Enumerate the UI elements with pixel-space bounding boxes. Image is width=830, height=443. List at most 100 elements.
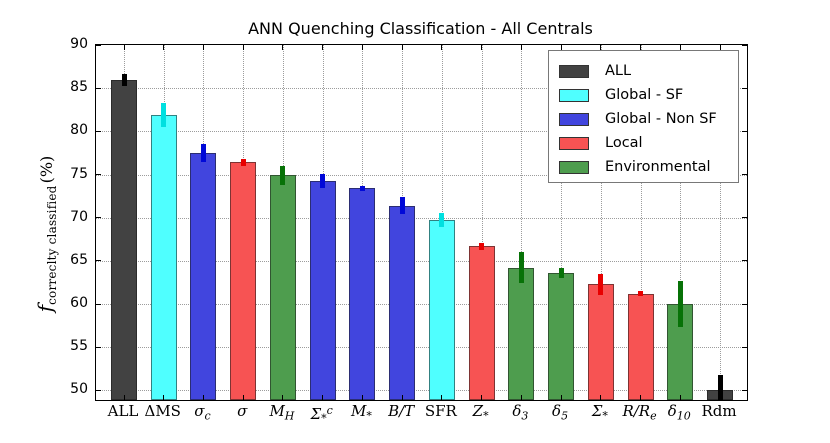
y-tick-mark bbox=[742, 303, 747, 305]
x-gridline bbox=[640, 45, 642, 400]
y-tick-mark bbox=[96, 44, 101, 46]
error-bar bbox=[280, 165, 286, 185]
x-tick-label: δ10 bbox=[667, 402, 691, 423]
x-tick-mark bbox=[123, 45, 125, 50]
x-tick-label: σ bbox=[237, 402, 248, 420]
x-tick-mark bbox=[401, 395, 403, 400]
legend-item: ALL bbox=[559, 59, 738, 83]
error-bar bbox=[399, 197, 405, 215]
y-gridline bbox=[96, 390, 747, 392]
x-tick-mark bbox=[481, 45, 483, 50]
x-tick-mark bbox=[361, 395, 363, 400]
y-tick-mark bbox=[96, 87, 101, 89]
y-tick-mark bbox=[742, 87, 747, 89]
x-tick-mark bbox=[481, 395, 483, 400]
x-gridline bbox=[561, 45, 563, 400]
x-tick-mark bbox=[163, 45, 165, 50]
x-gridline bbox=[720, 45, 721, 400]
y-gridline bbox=[96, 217, 747, 219]
x-tick-mark bbox=[242, 395, 244, 400]
bar-Z bbox=[468, 246, 495, 400]
chart-title: ANN Quenching Classification - All Centr… bbox=[248, 19, 593, 38]
y-tick-label: 80 bbox=[70, 122, 88, 139]
x-tick-label: Z* bbox=[472, 402, 489, 423]
bar-MH bbox=[269, 175, 296, 400]
bar-ALL bbox=[111, 79, 137, 400]
y-tick-mark bbox=[96, 303, 101, 305]
error-bar bbox=[479, 242, 485, 250]
y-tick-mark bbox=[742, 346, 747, 348]
x-tick-mark bbox=[441, 395, 443, 400]
y-tick-label: 50 bbox=[70, 381, 88, 398]
error-bar bbox=[677, 280, 683, 328]
y-tick-mark bbox=[96, 346, 101, 348]
x-tick-mark bbox=[401, 45, 403, 50]
x-tick-label: Σ* bbox=[591, 402, 608, 423]
x-tick-mark bbox=[600, 45, 602, 50]
y-tick-mark bbox=[742, 44, 747, 46]
y-gridline bbox=[96, 347, 747, 349]
y-tick-mark bbox=[96, 130, 101, 132]
y-tick-mark bbox=[742, 130, 747, 132]
x-tick-label: Rdm bbox=[701, 402, 737, 420]
legend-label: Global - Non SF bbox=[605, 111, 717, 127]
x-tick-mark bbox=[520, 395, 522, 400]
x-gridline bbox=[600, 45, 602, 400]
x-tick-label: M* bbox=[350, 402, 372, 423]
x-tick-mark bbox=[600, 395, 602, 400]
y-tick-mark bbox=[96, 389, 101, 391]
error-bar bbox=[598, 273, 604, 295]
y-tick-mark bbox=[742, 217, 747, 219]
bar-SFR bbox=[428, 220, 455, 400]
x-tick-mark bbox=[719, 395, 721, 400]
x-tick-label: Σ*c bbox=[310, 404, 333, 426]
error-bar bbox=[558, 267, 564, 279]
x-tick-label: δ3 bbox=[512, 402, 529, 423]
error-bar bbox=[200, 144, 206, 162]
y-tick-label: 55 bbox=[70, 338, 88, 355]
x-tick-label: SFR bbox=[424, 402, 457, 420]
x-tick-label: σc bbox=[194, 402, 211, 423]
legend-label: Local bbox=[605, 135, 643, 151]
x-tick-mark bbox=[441, 45, 443, 50]
bar-c bbox=[309, 180, 336, 400]
y-tick-label: 85 bbox=[70, 79, 88, 96]
y-tick-label: 60 bbox=[70, 295, 88, 312]
y-tick-mark bbox=[742, 389, 747, 391]
legend-item: Global - Non SF bbox=[559, 107, 738, 131]
y-tick-mark bbox=[742, 260, 747, 262]
error-bar bbox=[717, 374, 723, 400]
x-tick-mark bbox=[679, 45, 681, 50]
x-tick-label: ALL bbox=[107, 402, 139, 420]
y-tick-label: 75 bbox=[70, 165, 88, 182]
legend-swatch bbox=[559, 136, 589, 150]
bar-MS bbox=[150, 114, 177, 400]
bar- bbox=[230, 162, 257, 400]
bar-3 bbox=[508, 267, 535, 400]
x-gridline bbox=[481, 45, 483, 400]
error-bar bbox=[161, 102, 167, 128]
x-tick-mark bbox=[560, 395, 562, 400]
x-tick-label: R/Re bbox=[622, 402, 657, 423]
legend-swatch bbox=[559, 64, 589, 78]
legend-label: ALL bbox=[605, 63, 632, 79]
x-tick-mark bbox=[520, 45, 522, 50]
x-tick-mark bbox=[322, 395, 324, 400]
legend-swatch bbox=[559, 88, 589, 102]
x-tick-mark bbox=[202, 45, 204, 50]
y-tick-mark bbox=[96, 174, 101, 176]
x-tick-label: δ5 bbox=[552, 402, 569, 423]
bar-c bbox=[190, 152, 217, 400]
x-tick-mark bbox=[560, 45, 562, 50]
x-tick-mark bbox=[679, 395, 681, 400]
y-tick-mark bbox=[742, 174, 747, 176]
x-tick-label: MH bbox=[269, 402, 295, 423]
x-tick-mark bbox=[242, 45, 244, 50]
bar-RRe bbox=[627, 293, 654, 400]
x-tick-mark bbox=[719, 45, 721, 50]
x-tick-label: ΔMS bbox=[144, 402, 181, 420]
x-tick-mark bbox=[202, 395, 204, 400]
y-gridline bbox=[96, 304, 747, 306]
y-gridline bbox=[96, 88, 747, 90]
